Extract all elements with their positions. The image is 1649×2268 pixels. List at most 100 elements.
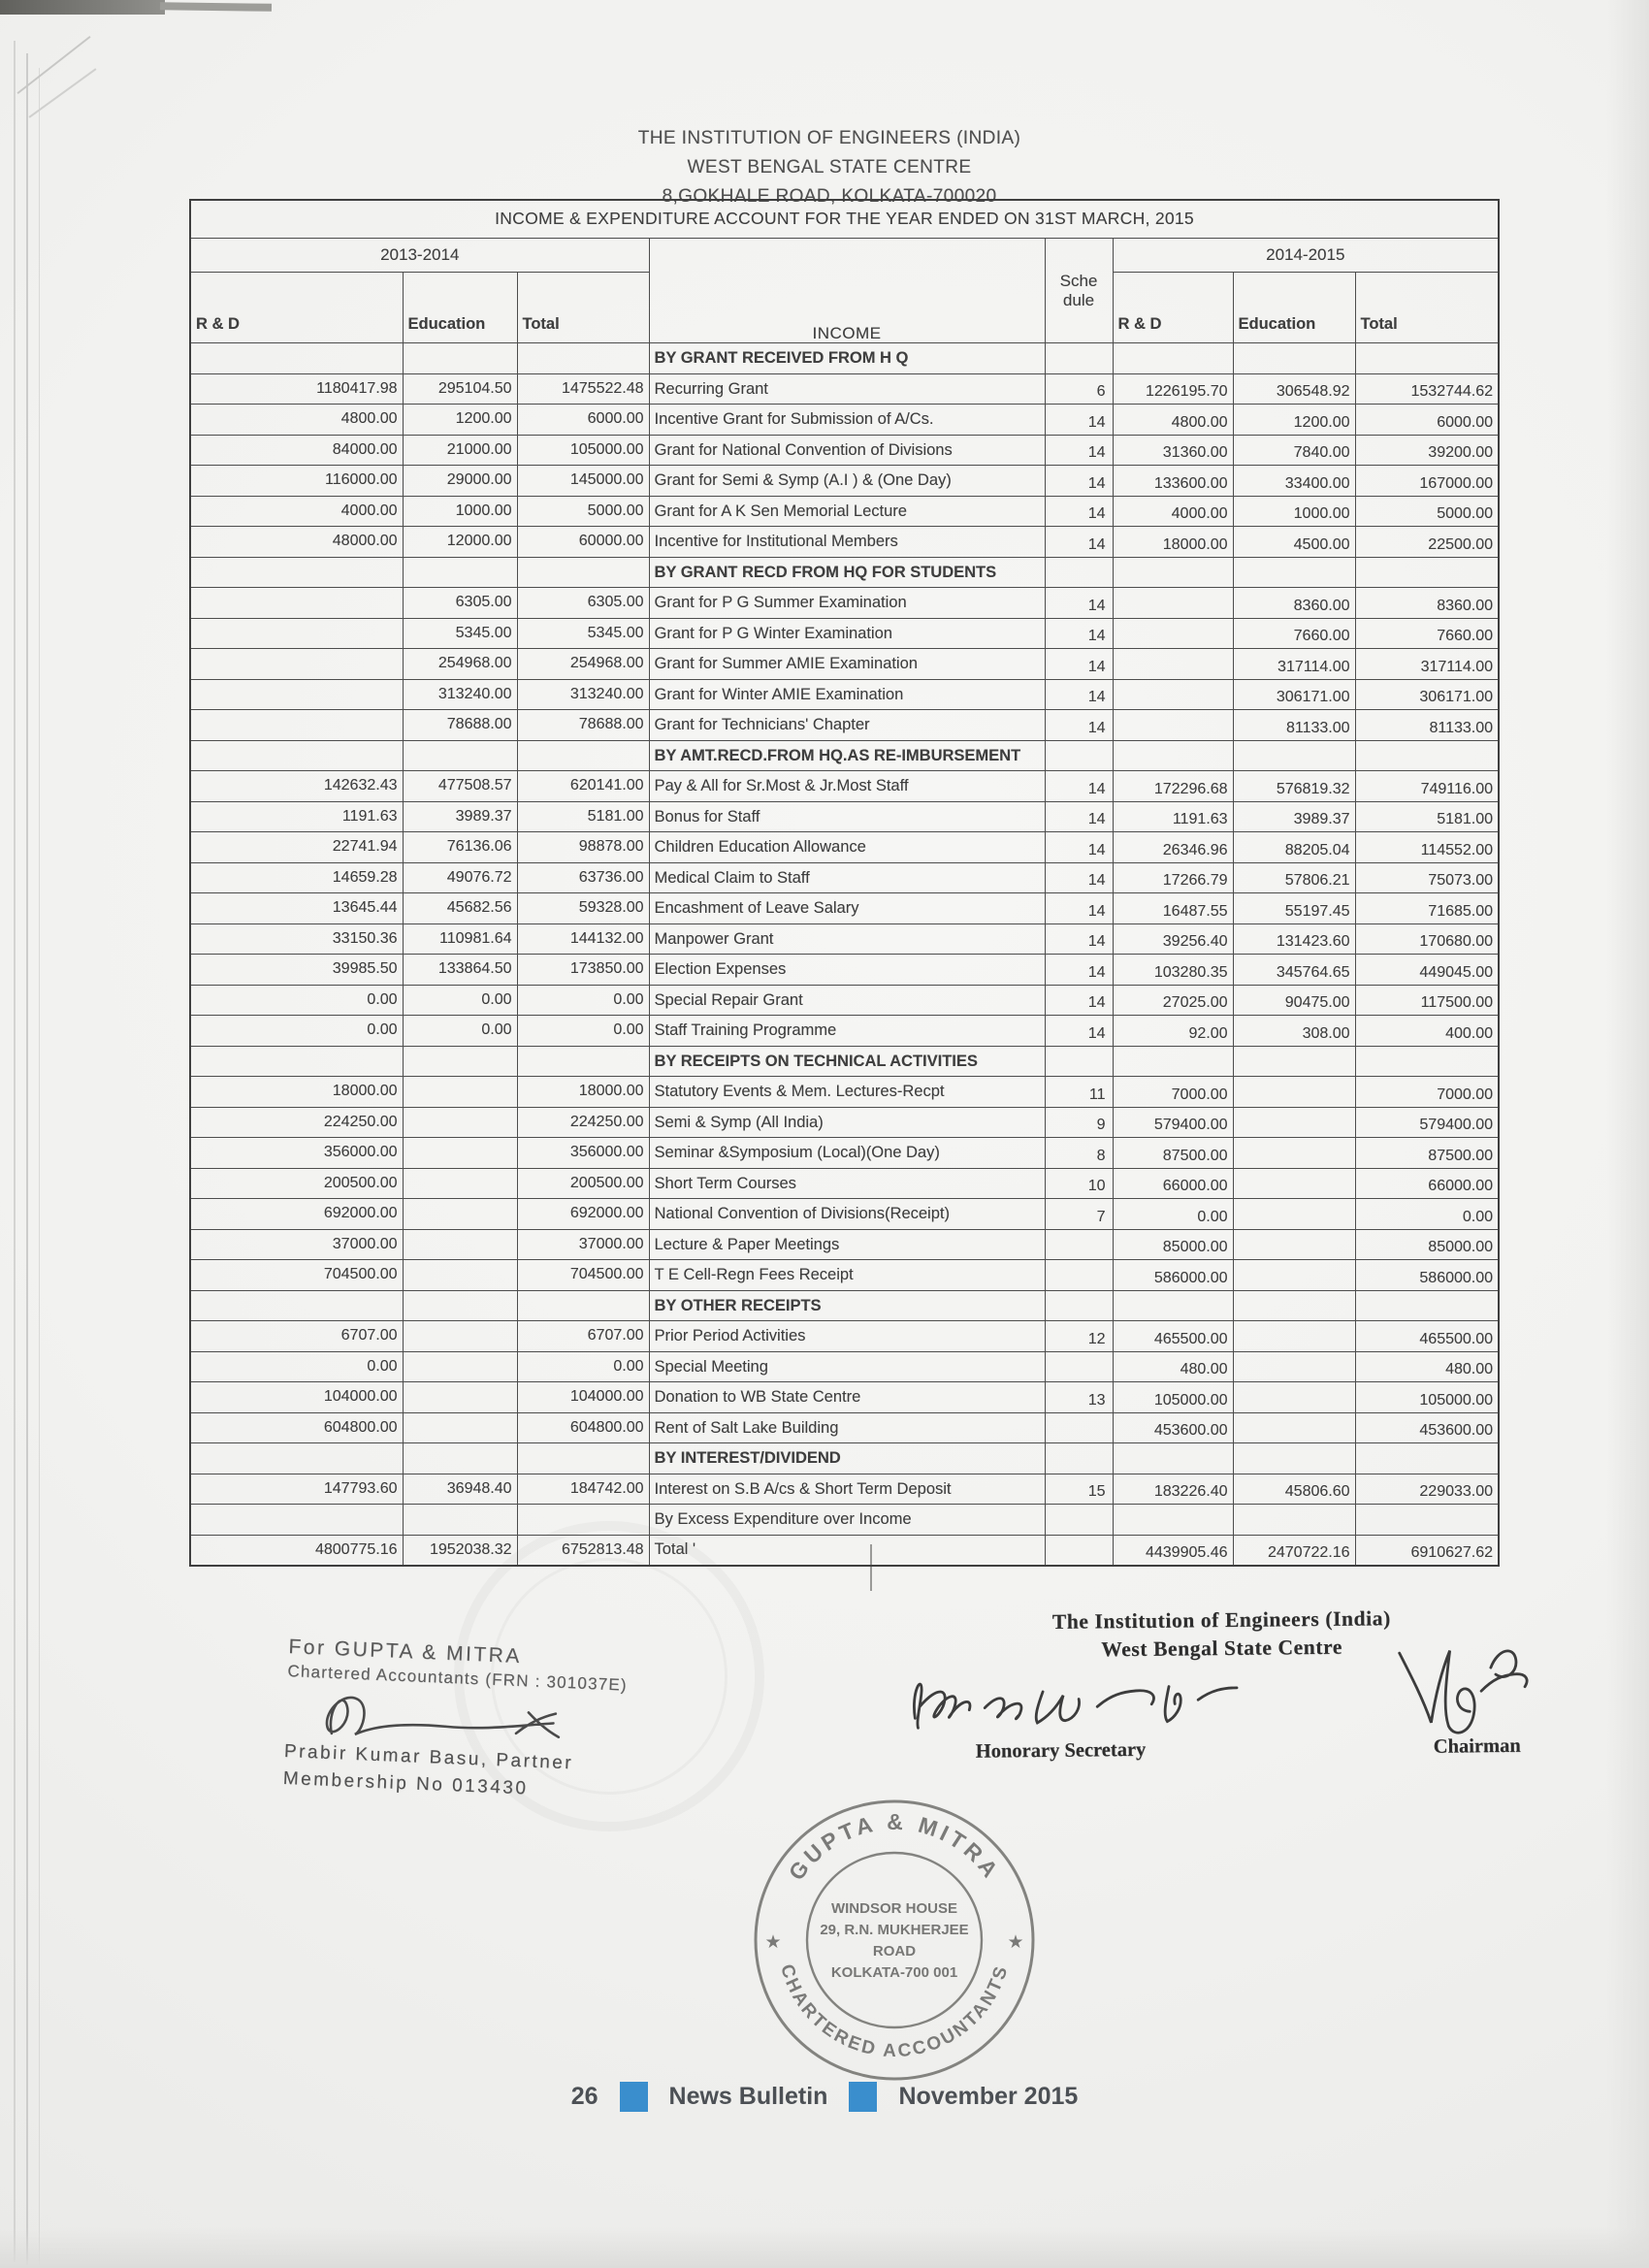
- empty-cell: [189, 556, 404, 588]
- cell-curr-rd: 92.00: [1112, 1015, 1234, 1047]
- empty-cell: [516, 1045, 650, 1077]
- cell-prev-rd: [189, 1504, 404, 1536]
- cell-prev-education: [402, 1167, 518, 1199]
- cell-prev-total: 1475522.48: [516, 373, 650, 405]
- cell-prev-total: 356000.00: [516, 1137, 650, 1169]
- cell-curr-total: 114552.00: [1354, 831, 1500, 863]
- section-label: BY GRANT RECEIVED FROM H Q: [648, 342, 1046, 374]
- cell-schedule: [1044, 1259, 1114, 1291]
- cell-income-particular: Grant for P G Winter Examination: [648, 617, 1046, 649]
- table-row: 1191.63 3989.37 5181.00 Bonus for Staff 14 11…: [189, 800, 1500, 832]
- cell-prev-rd: 1191.63: [189, 800, 404, 832]
- cell-prev-rd: [189, 709, 404, 741]
- table-row: 356000.00 356000.00 Seminar &Symposium (Lo…: [189, 1137, 1500, 1169]
- period-2013-2014: 2013-2014: [189, 238, 650, 273]
- cell-income-particular: Encashment of Leave Salary: [648, 892, 1046, 924]
- cell-curr-rd: 39256.40: [1112, 923, 1234, 955]
- cell-prev-education: 295104.50: [402, 373, 518, 405]
- cell-prev-rd: 224250.00: [189, 1106, 404, 1138]
- cell-curr-rd: 18000.00: [1112, 526, 1234, 558]
- cell-curr-education: 3989.37: [1232, 800, 1356, 832]
- cell-curr-total: 465500.00: [1354, 1320, 1500, 1352]
- cell-curr-education: 55197.45: [1232, 892, 1356, 924]
- cell-income-particular: Medical Claim to Staff: [648, 861, 1046, 893]
- cell-prev-rd: 84000.00: [189, 434, 404, 466]
- table-row: 37000.00 37000.00 Lecture & Paper Meetings…: [189, 1228, 1500, 1260]
- cell-curr-rd: 453600.00: [1112, 1411, 1234, 1443]
- cell-curr-education: 57806.21: [1232, 861, 1356, 893]
- cell-income-particular: Grant for Technicians' Chapter: [648, 709, 1046, 741]
- section-label: BY RECEIPTS ON TECHNICAL ACTIVITIES: [648, 1045, 1046, 1077]
- cell-curr-rd: 465500.00: [1112, 1320, 1234, 1352]
- table-row: 78688.00 78688.00 Grant for Technicians' C…: [189, 709, 1500, 741]
- cell-curr-total: 449045.00: [1354, 954, 1500, 986]
- cell-schedule: 14: [1044, 648, 1114, 680]
- cell-curr-education: [1232, 1198, 1356, 1230]
- org-centre: WEST BENGAL STATE CENTRE: [687, 157, 972, 178]
- cell-income-particular: Bonus for Staff: [648, 800, 1046, 832]
- cell-schedule: 14: [1044, 495, 1114, 527]
- cell-prev-rd: 14659.28: [189, 861, 404, 893]
- cell-curr-total: 39200.00: [1354, 434, 1500, 466]
- cell-curr-education: 90475.00: [1232, 984, 1356, 1016]
- empty-cell: [516, 556, 650, 588]
- cell-curr-rd: 85000.00: [1112, 1228, 1234, 1260]
- cell-prev-rd: 6707.00: [189, 1320, 404, 1352]
- empty-cell: [1044, 1045, 1114, 1077]
- cell-income-particular: Semi & Symp (All India): [648, 1106, 1046, 1138]
- empty-cell: [189, 1442, 404, 1474]
- cell-curr-total: 579400.00: [1354, 1106, 1500, 1138]
- cell-schedule: 10: [1044, 1167, 1114, 1199]
- cell-schedule: [1044, 1534, 1114, 1566]
- cell-prev-total: 78688.00: [516, 709, 650, 741]
- table-row: 4800.00 1200.00 6000.00 Incentive Grant for…: [189, 404, 1500, 436]
- stamp-address-line-3: ROAD: [873, 1943, 916, 1960]
- cell-prev-education: 12000.00: [402, 526, 518, 558]
- empty-cell: [516, 1442, 650, 1474]
- empty-cell: [1232, 739, 1356, 771]
- page-corner-line-2: [28, 68, 97, 118]
- section-label: BY OTHER RECEIPTS: [648, 1289, 1046, 1321]
- cell-schedule: [1044, 1350, 1114, 1382]
- cell-prev-total: 184742.00: [516, 1473, 650, 1505]
- cell-curr-education: 1000.00: [1232, 495, 1356, 527]
- cell-prev-total: 173850.00: [516, 954, 650, 986]
- cell-income-particular: Grant for Winter AMIE Examination: [648, 678, 1046, 710]
- cell-prev-rd: 48000.00: [189, 526, 404, 558]
- cell-income-particular: Statutory Events & Mem. Lectures-Recpt: [648, 1076, 1046, 1108]
- cell-prev-total: 144132.00: [516, 923, 650, 955]
- cell-prev-rd: 0.00: [189, 984, 404, 1016]
- cell-curr-rd: 4800.00: [1112, 404, 1234, 436]
- section-header-row: BY INTEREST/DIVIDEND: [189, 1442, 1500, 1474]
- page-stack-edge-1: [14, 41, 16, 2262]
- cell-curr-rd: 133600.00: [1112, 465, 1234, 497]
- cell-income-particular: By Excess Expenditure over Income: [648, 1504, 1046, 1536]
- cell-prev-total: 6000.00: [516, 404, 650, 436]
- cell-prev-rd: 18000.00: [189, 1076, 404, 1108]
- cell-prev-total: 254968.00: [516, 648, 650, 680]
- cell-prev-education: 133864.50: [402, 954, 518, 986]
- cell-prev-total: 620141.00: [516, 770, 650, 802]
- cell-curr-total: 306171.00: [1354, 678, 1500, 710]
- table-row: 224250.00 224250.00 Semi & Symp (All India…: [189, 1106, 1500, 1138]
- empty-cell: [1232, 1442, 1356, 1474]
- cell-income-particular: T E Cell-Regn Fees Receipt: [648, 1259, 1046, 1291]
- cell-curr-education: 306171.00: [1232, 678, 1356, 710]
- cell-curr-total: 586000.00: [1354, 1259, 1500, 1291]
- table-row: 13645.44 45682.56 59328.00 Encashment of Le…: [189, 892, 1500, 924]
- cell-prev-rd: 4000.00: [189, 495, 404, 527]
- table-row: 14659.28 49076.72 63736.00 Medical Claim to…: [189, 861, 1500, 893]
- cell-curr-rd: 183226.40: [1112, 1473, 1234, 1505]
- cell-prev-rd: 116000.00: [189, 465, 404, 497]
- empty-cell: [1044, 1289, 1114, 1321]
- cell-income-particular: Donation to WB State Centre: [648, 1381, 1046, 1413]
- cell-prev-total: 0.00: [516, 1015, 650, 1047]
- cell-income-particular: Grant for A K Sen Memorial Lecture: [648, 495, 1046, 527]
- cell-schedule: 14: [1044, 984, 1114, 1016]
- cell-curr-total: 317114.00: [1354, 648, 1500, 680]
- cell-curr-education: [1232, 1228, 1356, 1260]
- cell-prev-total: 6305.00: [516, 587, 650, 619]
- cell-schedule: 14: [1044, 770, 1114, 802]
- cell-schedule: 13: [1044, 1381, 1114, 1413]
- cell-prev-rd: 356000.00: [189, 1137, 404, 1169]
